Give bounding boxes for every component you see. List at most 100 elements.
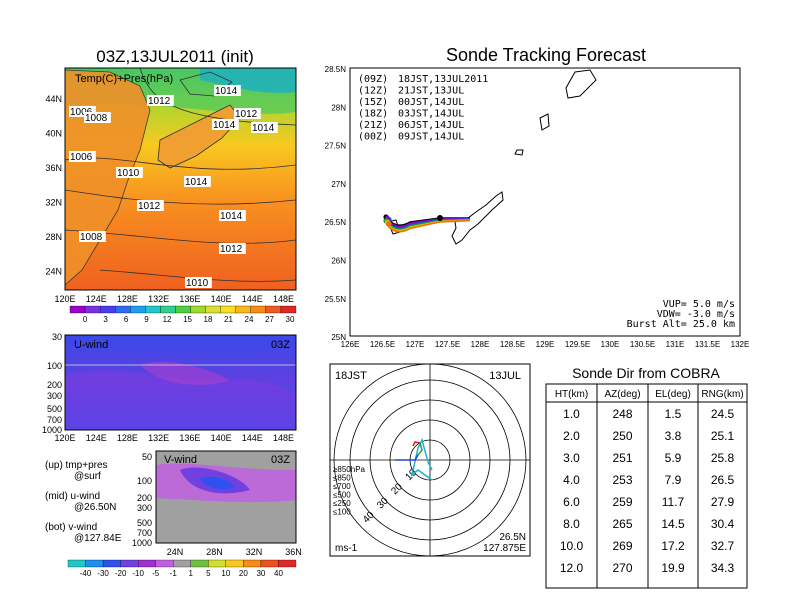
cobra-cell: 248 [612,407,632,421]
cobra-cell: 5.9 [665,451,682,465]
colorbar-tick: 12 [163,315,172,324]
isobar-label-bg [184,176,211,187]
isobar-label-bg [212,119,239,130]
isobar-label: 1012 [148,96,171,107]
u-wind-time: 03Z [271,339,290,351]
polar-level-label: ≤850 [333,474,351,483]
isobar-label-bg [185,277,212,288]
legend-line: @26.50N [74,502,116,513]
colorbar-swatch [115,305,131,314]
tracking-x-tick: 132E [731,340,750,349]
v-wind-time: 03Z [271,454,290,466]
colorbar-tick: 0 [83,315,88,324]
colorbar-swatch [250,305,267,314]
v-wind-frame [155,450,297,544]
tracking-legend-time: (21Z) [358,120,388,131]
tracking-y-tick: 27N [331,180,346,189]
cobra-header-cell: HT(km) [555,389,588,400]
colorbar-swatch [84,305,101,314]
colorbar-tick: 9 [144,315,149,324]
cobra-cell: 32.7 [711,539,735,553]
tracking-x-tick: 127E [406,340,425,349]
tracking-legend-label: 06JST,14JUL [398,120,464,131]
isobar-label-bg [147,95,174,106]
isobar-label: 1014 [220,211,243,222]
colorbar-swatch [175,305,191,314]
isobar-label: 1014 [252,123,275,134]
colorbar-tick: 18 [204,315,213,324]
tracking-legend: (09Z) 18JST,13JUL2011 (12Z) 21JST,13JUL (15Z… [358,74,488,143]
cobra-cell: 250 [612,429,632,443]
isobar-label-bg [219,210,246,221]
polar-hodograph-blue [395,454,419,461]
tracking-x-tick: 127.5E [435,340,460,349]
cobra-cell: 24.5 [711,407,735,421]
wind-colorbar: -40 -30 -20 -10 -5 -1 1 5 10 20 30 40 [67,559,297,578]
colorbar2-tick: -10 [132,569,144,578]
tracking-y-tick: 26N [331,257,346,266]
cobra-cell: 7.9 [665,473,682,487]
colorbar2-tick: 40 [274,569,283,578]
tracking-x-tick: 128.5E [500,340,525,349]
cobra-cell: 4.0 [563,473,580,487]
sonde-track-line [385,219,471,233]
temperature-map-x-tick: 140E [211,294,232,304]
polar-level-label: ≤500 [333,491,351,500]
cobra-cell: 1.0 [563,407,580,421]
cobra-table: HT(km) AZ(deg) EL(deg) RNG(km) 1.0 248 1.5 24.5… [545,383,748,589]
cobra-cell: 3.8 [665,429,682,443]
temperature-map-x-tick: 128E [117,294,138,304]
v-wind-y-tick: 50 [142,452,152,462]
tracking-frame [349,67,741,337]
colorbar-tick: 21 [224,315,233,324]
temperature-map-frame [64,67,297,291]
polar-level-label: ≥850hPa [333,465,366,474]
sonde-track-end [437,215,443,221]
cobra-cell: 6.0 [563,495,580,509]
tracking-legend-label: 09JST,14JUL [398,132,464,143]
v-wind-x-axis: 24N 28N 32N 36N [167,547,302,557]
u-wind-x-tick: 148E [273,433,294,443]
u-wind-x-tick: 136E [179,433,200,443]
temperature-map-x-tick: 124E [86,294,107,304]
sonde-tracks [383,214,471,233]
tracking-legend-label: 03JST,14JUL [398,109,464,120]
tracking-param: VDW= -3.0 m/s [657,309,735,320]
tracking-x-axis: 126E 126.5E 127E 127.5E 128E 128.5E 129E 129.5E… [341,340,750,349]
tracking-legend-time: (12Z) [358,86,388,97]
cobra-table-panel: Sonde Dir from COBRA HT(km) AZ(deg) EL(deg… [545,365,748,589]
tracking-legend-time: (09Z) [358,74,388,85]
cobra-cell: 19.9 [661,561,685,575]
v-wind-x-tick: 24N [167,547,184,557]
tracking-param: Burst Alt= 25.0 km [627,319,735,330]
v-wind-label: V-wind [164,454,197,466]
cobra-table-frame [545,383,748,589]
temperature-map-label: Temp(C)+Pres(hPa) [75,73,173,85]
u-wind-frame [64,334,297,431]
cobra-header-cell: EL(deg) [655,389,691,400]
legend-line: @127.84E [74,533,122,544]
temperature-map-x-axis: 120E 124E 128E 132E 136E 140E 144E 148E [54,294,294,304]
isobar-label: 1006 [70,152,93,163]
tracking-legend-time: (15Z) [358,97,388,108]
u-wind-x-tick: 120E [54,433,75,443]
polar-hodograph-green [417,442,423,456]
colorbar2-tick: 5 [206,569,211,578]
legend-line: (bot) v-wind [45,522,97,533]
island-outlines [387,69,597,245]
isobar-label-bg [69,151,96,162]
isobar-label-bg [137,200,164,211]
isobar-label-bg [219,243,246,254]
isobar-label-bg [234,108,261,119]
v-wind-x-tick: 36N [285,547,302,557]
temperature-map-y-tick: 28N [45,232,62,242]
u-wind-x-axis: 120E 124E 128E 132E 136E 140E 144E 148E [54,433,294,443]
temperature-map-x-tick: 132E [148,294,169,304]
tracking-x-tick: 131.5E [695,340,720,349]
cobra-cell: 34.3 [711,561,735,575]
colorbar2-tick: -30 [97,569,109,578]
